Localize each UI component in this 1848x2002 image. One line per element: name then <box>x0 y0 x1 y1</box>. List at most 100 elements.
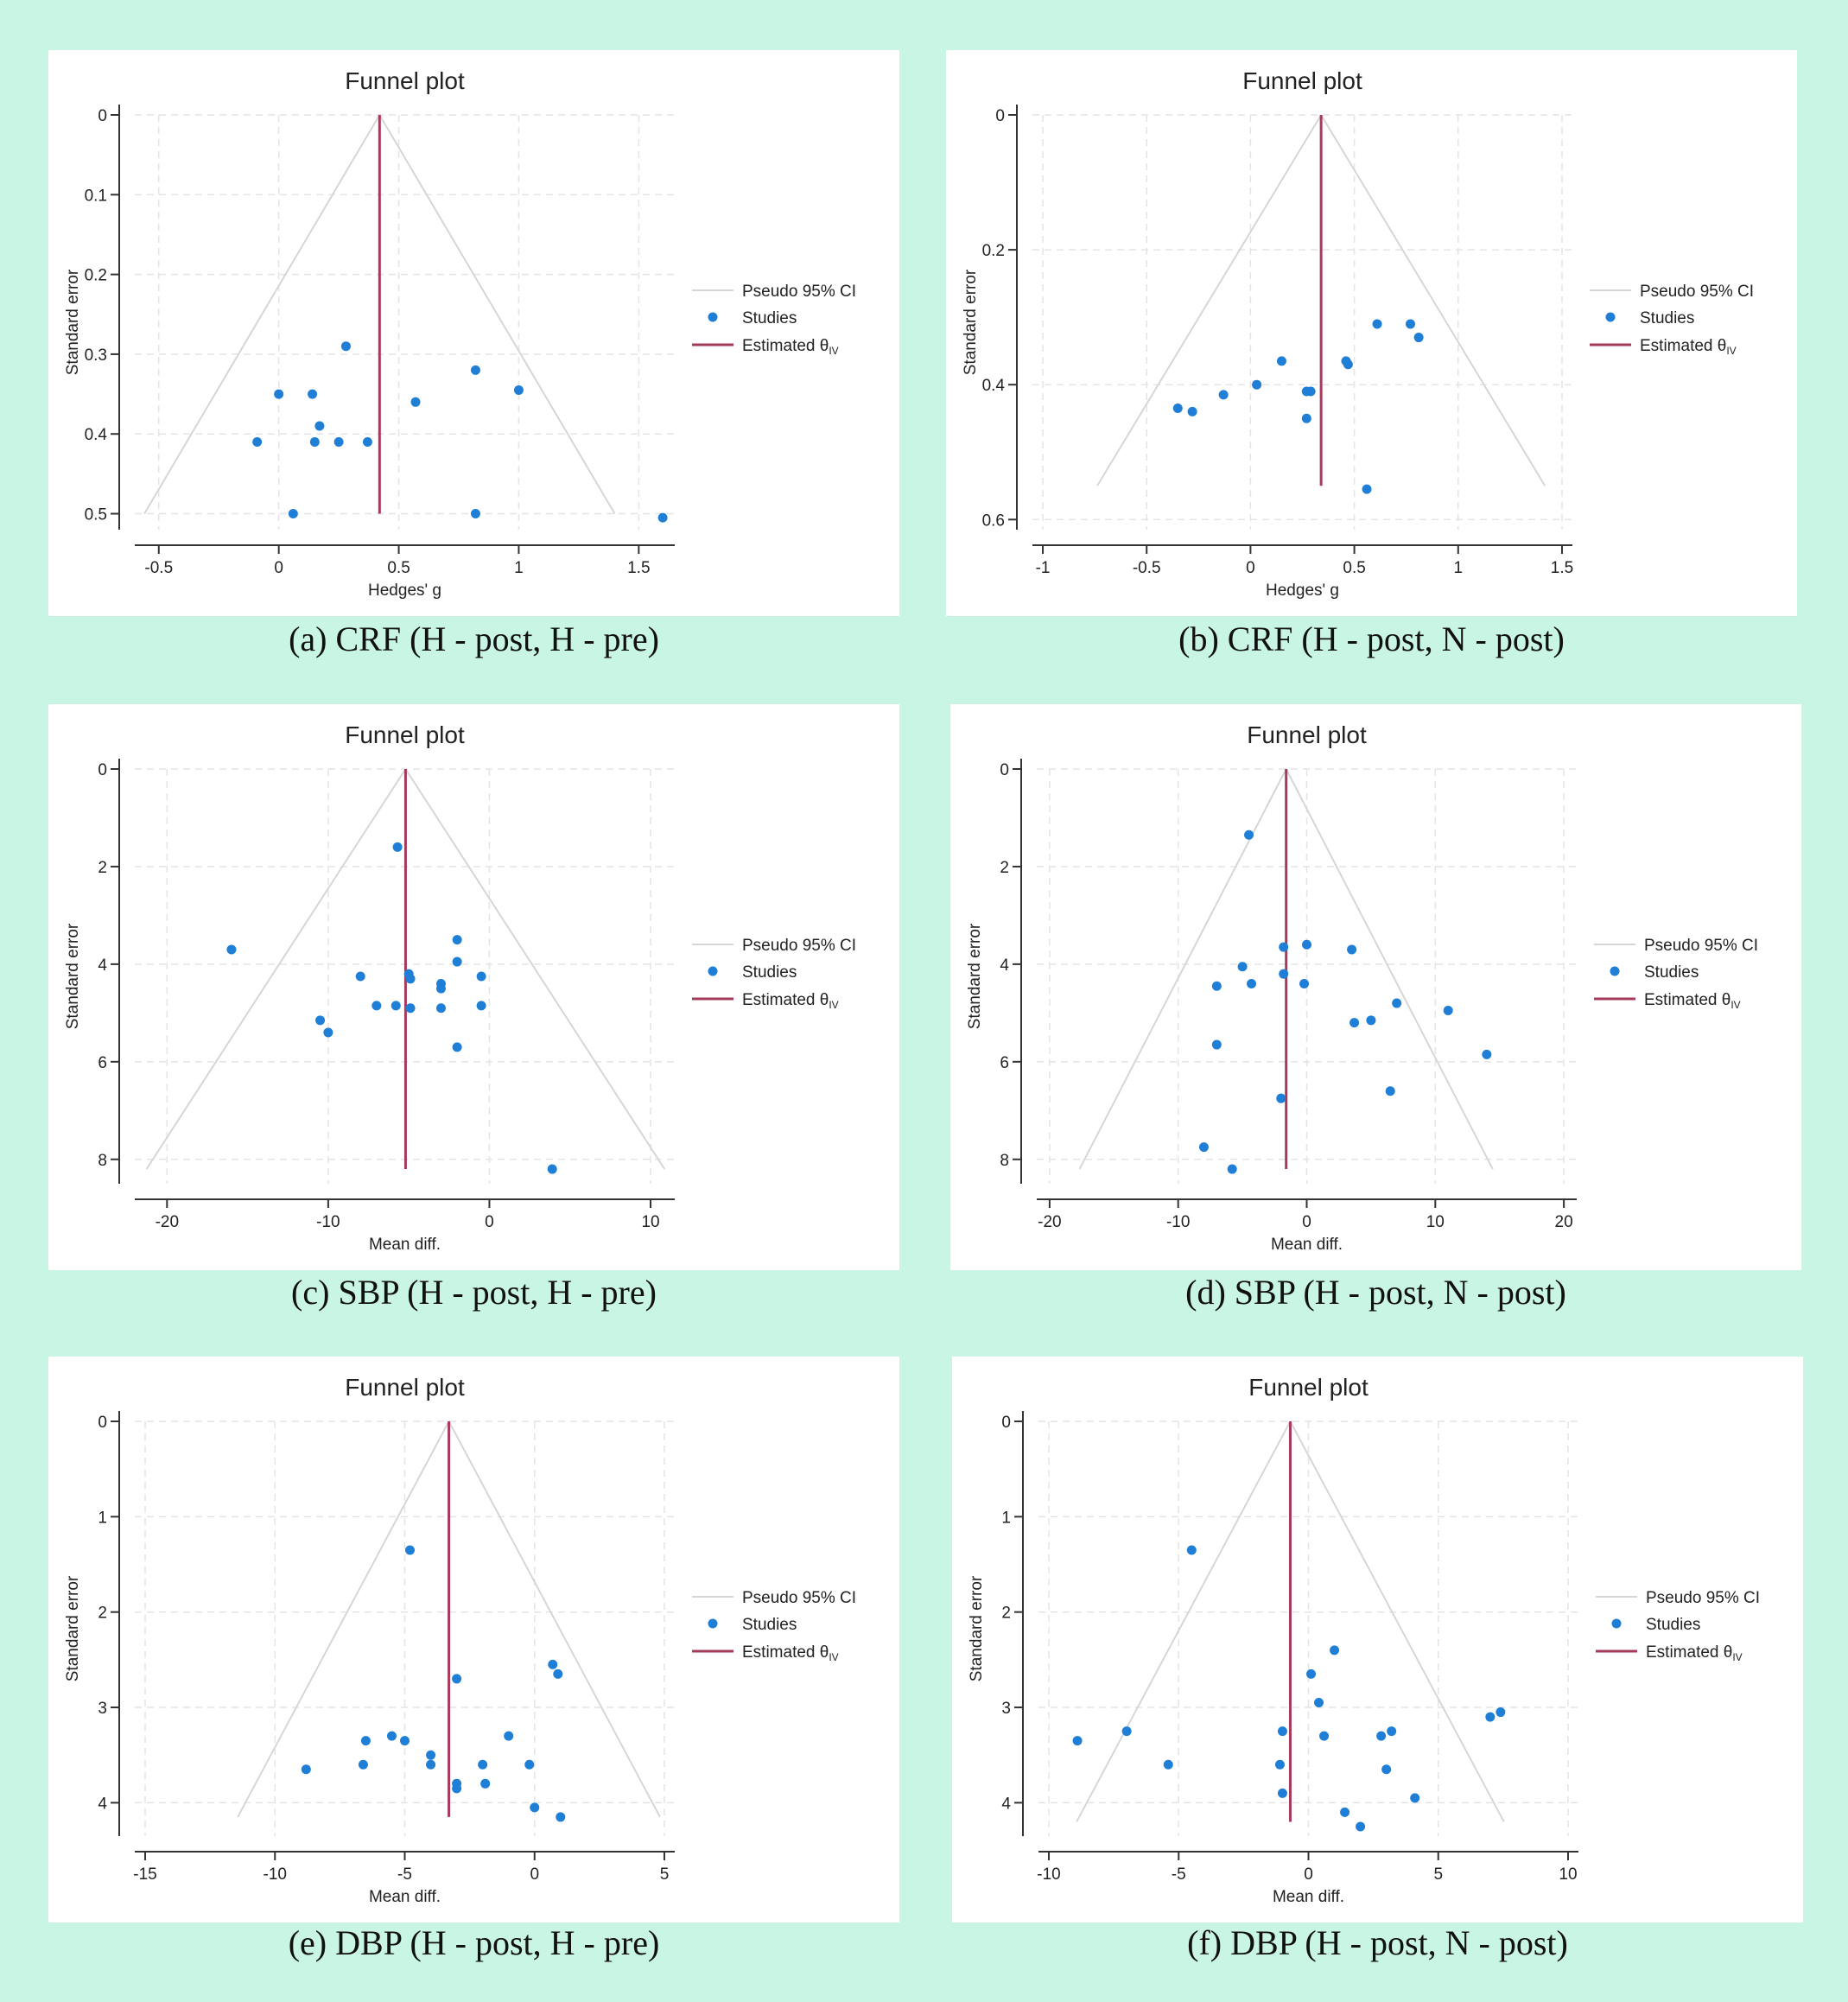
point-c-1 <box>226 944 237 955</box>
legend-studies-swatch-d <box>1610 966 1620 976</box>
panel-f: -10 -5 0 5 10 0 1 2 3 4 Funnel plot Mean diff. Stand… <box>952 1357 1803 1923</box>
y-tick-label-b-0: 0 <box>995 107 1005 125</box>
point-d-3 <box>1347 944 1357 955</box>
y-tick-label-c-3: 6 <box>98 1054 107 1072</box>
chart-title-b: Funnel plot <box>1242 67 1362 94</box>
x-tick-label-f-0: -10 <box>1037 1865 1060 1884</box>
legend-studies-label-b: Studies <box>1640 309 1694 327</box>
y-tick-label-f-1: 1 <box>1001 1509 1011 1527</box>
point-c-10 <box>372 1001 382 1011</box>
legend-estimate-label-d: Estimated θIV <box>1644 991 1741 1011</box>
point-e-10 <box>478 1759 488 1770</box>
x-axis-label-f: Mean diff. <box>1273 1888 1344 1906</box>
ci-left-b <box>1096 114 1322 486</box>
point-a-5 <box>252 436 263 447</box>
point-e-6 <box>400 1736 410 1746</box>
point-d-12 <box>1366 1015 1376 1026</box>
point-f-11 <box>1496 1707 1506 1718</box>
ci-right-d <box>1285 768 1494 1170</box>
point-d-15 <box>1385 1086 1395 1096</box>
point-a-10 <box>513 385 524 395</box>
point-d-0 <box>1244 829 1254 840</box>
legend-ci-label-d: Pseudo 95% CI <box>1644 937 1758 955</box>
x-axis-label-b: Hedges' g <box>1266 582 1339 600</box>
point-c-18 <box>547 1164 557 1174</box>
y-tick-label-f-3: 3 <box>1001 1700 1011 1718</box>
point-a-3 <box>314 421 325 431</box>
y-tick-label-d-2: 4 <box>1000 957 1009 975</box>
point-b-1 <box>1187 406 1197 416</box>
chart-c: -20 -10 0 10 0 2 4 6 8 Funnel plot Mean diff. Stand… <box>64 721 856 1254</box>
y-tick-label-a-0: 0 <box>98 107 107 125</box>
point-d-10 <box>1443 1006 1453 1016</box>
point-a-11 <box>470 509 480 519</box>
point-f-0 <box>1186 1545 1197 1555</box>
ci-right-b <box>1320 114 1546 486</box>
point-d-14 <box>1482 1049 1492 1059</box>
point-a-2 <box>308 389 318 399</box>
y-tick-label-d-3: 6 <box>1000 1054 1009 1072</box>
ci-right-e <box>448 1420 661 1818</box>
point-c-4 <box>355 971 365 982</box>
legend-estimate-label-b: Estimated θIV <box>1640 337 1737 357</box>
legend-studies-swatch-e <box>708 1618 718 1629</box>
point-e-8 <box>426 1750 436 1760</box>
legend-ci-label-b: Pseudo 95% CI <box>1640 283 1754 301</box>
point-d-2 <box>1302 939 1311 950</box>
x-tick-label-b-0: -1 <box>1036 559 1051 577</box>
legend-estimate-subscript-b: IV <box>1726 345 1736 357</box>
x-tick-label-b-4: 1 <box>1453 559 1463 577</box>
point-b-0 <box>1172 404 1183 414</box>
x-tick-label-a-0: -0.5 <box>144 559 173 577</box>
y-tick-label-b-3: 0.6 <box>982 512 1005 530</box>
point-e-3 <box>553 1668 563 1679</box>
point-f-12 <box>1163 1759 1173 1770</box>
y-tick-label-c-4: 8 <box>98 1152 107 1170</box>
y-tick-label-d-1: 2 <box>1000 859 1009 877</box>
panel-c: -20 -10 0 10 0 2 4 6 8 Funnel plot Mean diff. Stand… <box>48 704 899 1270</box>
y-tick-label-f-2: 2 <box>1001 1605 1011 1623</box>
point-e-17 <box>530 1802 540 1813</box>
point-f-17 <box>1340 1807 1350 1817</box>
panel-e: -15 -10 -5 0 5 0 1 2 3 4 Funnel plot Mean diff. Stan… <box>48 1357 899 1923</box>
point-b-12 <box>1413 333 1424 343</box>
y-tick-label-b-1: 0.2 <box>982 242 1005 260</box>
x-tick-label-d-3: 10 <box>1426 1213 1445 1231</box>
point-e-2 <box>548 1659 558 1669</box>
point-a-6 <box>333 436 344 447</box>
x-tick-label-b-3: 0.5 <box>1343 559 1365 577</box>
point-a-12 <box>288 509 298 519</box>
x-tick-label-d-2: 0 <box>1302 1213 1311 1231</box>
point-e-7 <box>504 1731 514 1741</box>
y-tick-label-e-2: 2 <box>98 1605 107 1623</box>
legend-studies-swatch-b <box>1605 312 1616 322</box>
chart-e: -15 -10 -5 0 5 0 1 2 3 4 Funnel plot Mean diff. Stan… <box>64 1374 856 1906</box>
point-d-4 <box>1237 962 1248 972</box>
point-b-10 <box>1372 319 1382 329</box>
y-axis-label-a: Standard error <box>64 269 82 375</box>
point-f-18 <box>1356 1821 1366 1832</box>
x-tick-label-a-2: 0.5 <box>387 559 410 577</box>
legend-studies-swatch-a <box>708 312 718 322</box>
legend-estimate-subscript-f: IV <box>1732 1651 1742 1663</box>
point-b-6 <box>1305 386 1316 397</box>
x-tick-label-d-0: -20 <box>1038 1213 1061 1231</box>
point-f-5 <box>1319 1731 1330 1741</box>
point-f-6 <box>1121 1726 1132 1737</box>
point-d-5 <box>1279 969 1289 979</box>
point-a-1 <box>274 389 284 399</box>
legend-estimate-label-c: Estimated θIV <box>742 991 839 1011</box>
x-tick-label-d-4: 20 <box>1555 1213 1573 1231</box>
legend-ci-label-f: Pseudo 95% CI <box>1646 1589 1760 1607</box>
ci-right-c <box>404 768 666 1170</box>
y-tick-label-e-1: 1 <box>98 1509 107 1527</box>
y-tick-label-e-4: 4 <box>98 1795 107 1813</box>
y-axis-label-b: Standard error <box>962 269 980 375</box>
point-d-11 <box>1349 1018 1360 1028</box>
point-e-5 <box>386 1731 397 1741</box>
y-tick-label-f-0: 0 <box>1001 1414 1011 1432</box>
y-axis-label-f: Standard error <box>968 1575 986 1681</box>
point-d-9 <box>1392 998 1402 1008</box>
point-d-13 <box>1211 1039 1222 1050</box>
point-f-9 <box>1387 1726 1397 1737</box>
